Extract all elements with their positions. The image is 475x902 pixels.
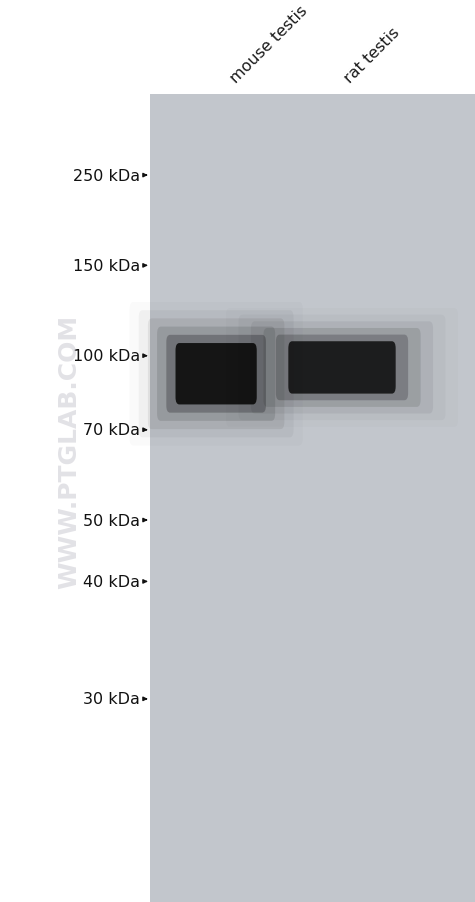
FancyBboxPatch shape [148,319,285,429]
Text: 30 kDa: 30 kDa [83,692,140,706]
FancyBboxPatch shape [288,342,396,394]
FancyBboxPatch shape [263,328,420,408]
FancyBboxPatch shape [176,344,256,405]
Bar [150,95,475,902]
Text: 150 kDa: 150 kDa [73,259,140,273]
FancyBboxPatch shape [276,336,408,400]
FancyBboxPatch shape [157,327,275,421]
Text: mouse testis: mouse testis [228,3,311,86]
Text: WWW.PTGLAB.COM: WWW.PTGLAB.COM [57,314,81,588]
FancyBboxPatch shape [166,336,266,413]
Text: rat testis: rat testis [342,24,403,86]
Text: 70 kDa: 70 kDa [83,423,140,437]
Text: 250 kDa: 250 kDa [73,169,140,183]
Text: 50 kDa: 50 kDa [83,513,140,528]
FancyBboxPatch shape [251,322,433,414]
Text: 100 kDa: 100 kDa [73,349,140,364]
Text: 40 kDa: 40 kDa [83,575,140,589]
